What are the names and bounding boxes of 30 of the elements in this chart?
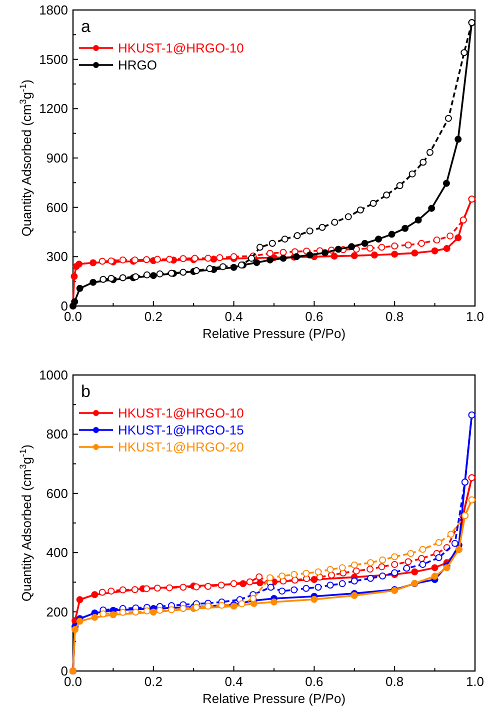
x-tick-label: 0.8 <box>386 674 404 689</box>
x-tick-label: 0.8 <box>386 309 404 324</box>
x-tick-label: 0.2 <box>144 674 162 689</box>
y-tick-label: 1200 <box>39 101 68 116</box>
x-tick-label: 0.6 <box>305 674 324 689</box>
y-tick-label: 1800 <box>39 2 68 18</box>
x-axis-title: Relative Pressure (P/Po) <box>202 326 346 341</box>
y-tick-label: 600 <box>46 486 68 501</box>
annotation: b <box>81 382 90 401</box>
y-tick-label: 400 <box>46 545 68 560</box>
y-tick-label: 300 <box>46 249 68 264</box>
y-tick-label: 600 <box>46 200 68 215</box>
y-tick-label: 800 <box>46 426 68 442</box>
legend-label: HKUST-1@HRGO-10 <box>118 40 244 56</box>
annotation: a <box>81 17 91 36</box>
legend-label: HKUST-1@HRGO-15 <box>118 422 244 438</box>
x-tick-label: 1.0 <box>466 674 484 689</box>
x-tick-label: 0.6 <box>305 309 324 324</box>
y-tick-label: 200 <box>46 604 68 620</box>
legend-label: HRGO <box>118 58 157 72</box>
y-tick-label: 1000 <box>39 368 68 382</box>
y-tick-label: 900 <box>46 150 68 166</box>
legend-label: HKUST-1@HRGO-20 <box>118 440 244 454</box>
x-axis-title: Relative Pressure (P/Po) <box>202 691 346 706</box>
x-tick-label: 0.4 <box>224 309 243 324</box>
x-tick-label: 0.2 <box>144 309 162 324</box>
x-tick-label: 0.4 <box>224 674 243 689</box>
y-tick-label: 1500 <box>39 52 68 67</box>
legend-label: HKUST-1@HRGO-10 <box>118 406 244 420</box>
x-tick-label: 1.0 <box>466 309 484 324</box>
